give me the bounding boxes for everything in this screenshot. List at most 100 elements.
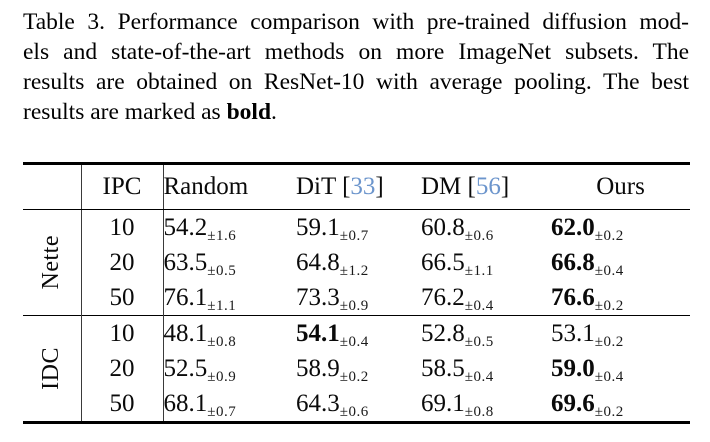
result-stddev: ±0.4 bbox=[339, 333, 369, 350]
result-value: 54.2 bbox=[163, 213, 208, 241]
citation-bracket: ] bbox=[500, 173, 510, 200]
group-label: Nette bbox=[38, 235, 65, 290]
result-stddev: ±0.7 bbox=[207, 403, 237, 420]
result-cell: 48.1±0.8 bbox=[163, 315, 296, 351]
result-stddev: ±1.1 bbox=[464, 262, 494, 279]
result-stddev: ±0.2 bbox=[339, 368, 369, 385]
result-stddev: ±0.2 bbox=[594, 227, 624, 244]
result-cell: 63.5±0.5 bbox=[163, 245, 296, 280]
result-value: 58.9 bbox=[296, 354, 340, 382]
result-cell: 58.9±0.2 bbox=[296, 351, 421, 386]
result-stddev: ±0.5 bbox=[464, 333, 494, 350]
table-row: 20 63.5±0.5 64.8±1.2 66.5±1.1 66.8±0.4 bbox=[23, 245, 690, 280]
result-cell: 68.1±0.7 bbox=[163, 386, 296, 423]
caption-text: . bbox=[271, 99, 277, 125]
header-group-spacer bbox=[23, 163, 82, 210]
result-cell: 64.8±1.2 bbox=[296, 245, 421, 280]
column-name: Random bbox=[163, 173, 249, 200]
result-value: 53.1 bbox=[551, 319, 595, 347]
result-cell: 66.5±1.1 bbox=[421, 245, 551, 280]
result-stddev: ±0.6 bbox=[464, 227, 494, 244]
result-value: 63.5 bbox=[163, 248, 208, 276]
result-value: 64.8 bbox=[296, 248, 340, 276]
table-row: Nette 10 54.2±1.6 59.1±0.7 60.8±0.6 62.0±0.2 bbox=[23, 209, 690, 316]
header-col-random: Random bbox=[163, 163, 296, 210]
header-col-dm: DM [56] bbox=[421, 163, 551, 210]
result-cell: 76.6±0.2 bbox=[551, 280, 690, 316]
caption-line: Table 3. Performance comparison with pre… bbox=[23, 9, 689, 35]
result-stddev: ±0.8 bbox=[464, 403, 494, 420]
table-row: 20 52.5±0.9 58.9±0.2 58.5±0.4 59.0±0.4 bbox=[23, 351, 690, 386]
result-stddev: ±1.2 bbox=[339, 262, 369, 279]
result-value: 76.1 bbox=[163, 283, 208, 311]
result-value: 58.5 bbox=[421, 354, 465, 382]
ipc-value: 10 bbox=[81, 315, 164, 351]
group-cell-nette: Nette bbox=[23, 209, 82, 316]
result-value: 69.6 bbox=[551, 389, 595, 417]
result-stddev: ±0.2 bbox=[594, 333, 624, 350]
result-value: 59.1 bbox=[296, 213, 340, 241]
result-cell: 73.3±0.9 bbox=[296, 280, 421, 316]
caption-line: results are marked as bold. bbox=[23, 97, 689, 127]
ipc-value: 50 bbox=[81, 386, 164, 423]
result-value: 68.1 bbox=[163, 389, 208, 417]
result-stddev: ±0.9 bbox=[207, 368, 237, 385]
citation-link[interactable]: 56 bbox=[475, 173, 501, 200]
table-row: 50 76.1±1.1 73.3±0.9 76.2±0.4 76.6±0.2 bbox=[23, 280, 690, 316]
result-cell: 64.3±0.6 bbox=[296, 386, 421, 423]
result-stddev: ±0.4 bbox=[594, 368, 624, 385]
result-cell: 76.1±1.1 bbox=[163, 280, 296, 316]
table-row: 50 68.1±0.7 64.3±0.6 69.1±0.8 69.6±0.2 bbox=[23, 386, 690, 423]
ipc-value: 10 bbox=[81, 209, 164, 245]
column-name: DiT bbox=[296, 173, 343, 200]
citation-bracket: ] bbox=[375, 173, 384, 200]
result-stddev: ±0.2 bbox=[594, 403, 624, 420]
results-table: IPC Random DiT [33] DM [56] Ours Nette 10… bbox=[23, 162, 690, 424]
result-value: 76.6 bbox=[551, 283, 595, 311]
table-header-row: IPC Random DiT [33] DM [56] Ours bbox=[23, 163, 690, 210]
result-stddev: ±0.9 bbox=[339, 297, 369, 314]
result-cell: 54.1±0.4 bbox=[296, 315, 421, 351]
result-value: 62.0 bbox=[551, 213, 595, 241]
caption-bold-word: bold bbox=[226, 99, 272, 125]
caption-line: els and state-of-the-art methods on more… bbox=[23, 39, 689, 65]
ipc-value: 20 bbox=[81, 351, 164, 386]
result-value: 66.8 bbox=[551, 248, 595, 276]
result-value: 54.1 bbox=[296, 319, 340, 347]
group-label: IDC bbox=[38, 347, 65, 390]
result-cell: 59.1±0.7 bbox=[296, 210, 421, 246]
result-stddev: ±1.6 bbox=[207, 227, 237, 244]
result-cell: 62.0±0.2 bbox=[551, 210, 690, 246]
result-value: 48.1 bbox=[163, 319, 208, 347]
result-value: 76.2 bbox=[421, 283, 465, 311]
result-value: 66.5 bbox=[421, 248, 465, 276]
result-value: 52.5 bbox=[163, 354, 208, 382]
result-value: 60.8 bbox=[421, 213, 465, 241]
result-stddev: ±0.2 bbox=[594, 297, 624, 314]
result-stddev: ±0.4 bbox=[464, 297, 494, 314]
result-cell: 54.2±1.6 bbox=[163, 210, 296, 246]
result-stddev: ±1.1 bbox=[207, 297, 237, 314]
column-name: DM bbox=[421, 173, 468, 200]
citation-bracket: [ bbox=[467, 173, 476, 200]
header-ipc: IPC bbox=[81, 163, 164, 210]
result-value: 73.3 bbox=[296, 283, 340, 311]
result-cell: 59.0±0.4 bbox=[551, 351, 690, 386]
result-stddev: ±0.4 bbox=[594, 262, 624, 279]
result-cell: 53.1±0.2 bbox=[551, 315, 690, 351]
table-caption: Table 3. Performance comparison with pre… bbox=[23, 7, 689, 127]
header-col-dit: DiT [33] bbox=[296, 163, 421, 210]
ipc-value: 20 bbox=[81, 245, 164, 280]
table-row: IDC 10 48.1±0.8 54.1±0.4 52.8±0.5 53.1±0.2 bbox=[23, 315, 690, 423]
result-stddev: ±0.5 bbox=[207, 262, 237, 279]
result-cell: 52.8±0.5 bbox=[421, 315, 551, 351]
result-cell: 52.5±0.9 bbox=[163, 351, 296, 386]
citation-link[interactable]: 33 bbox=[350, 173, 376, 200]
column-name: Ours bbox=[596, 173, 645, 200]
results-table-wrapper: IPC Random DiT [33] DM [56] Ours Nette 10… bbox=[23, 162, 690, 424]
result-value: 52.8 bbox=[421, 319, 465, 347]
header-col-ours: Ours bbox=[551, 163, 690, 210]
result-cell: 60.8±0.6 bbox=[421, 210, 551, 246]
result-cell: 69.1±0.8 bbox=[421, 386, 551, 423]
